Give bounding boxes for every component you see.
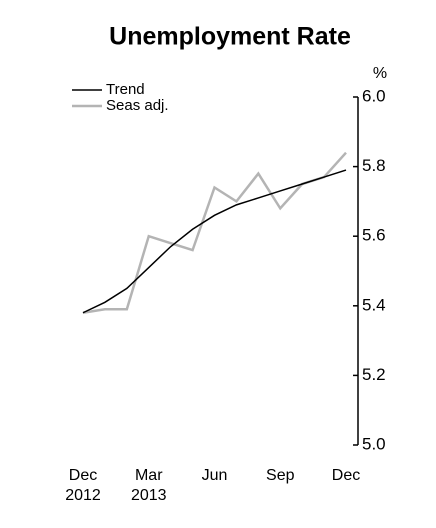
y-tick-label: 5.6 — [362, 226, 386, 245]
x-tick-label: Dec — [331, 467, 361, 484]
x-tick-label: Mar 2013 — [130, 467, 167, 504]
x-tick-label: Dec 2012 — [65, 467, 101, 504]
x-tick-label: Sep — [266, 467, 295, 484]
series-line — [82, 169, 347, 314]
y-tick-label: 5.2 — [362, 365, 386, 384]
series-line — [82, 151, 347, 314]
y-tick-label: 5.0 — [362, 434, 386, 453]
y-tick-label: 6.0 — [362, 86, 386, 105]
chart-title: Unemployment Rate — [109, 23, 351, 51]
y-tick-label: 5.8 — [362, 156, 386, 175]
legend-label: Trend — [106, 81, 145, 98]
y-tick-label: 5.4 — [362, 295, 386, 314]
legend-label: Seas adj. — [106, 97, 169, 114]
x-tick-label: Jun — [201, 467, 228, 484]
y-axis-label: % — [373, 65, 387, 82]
